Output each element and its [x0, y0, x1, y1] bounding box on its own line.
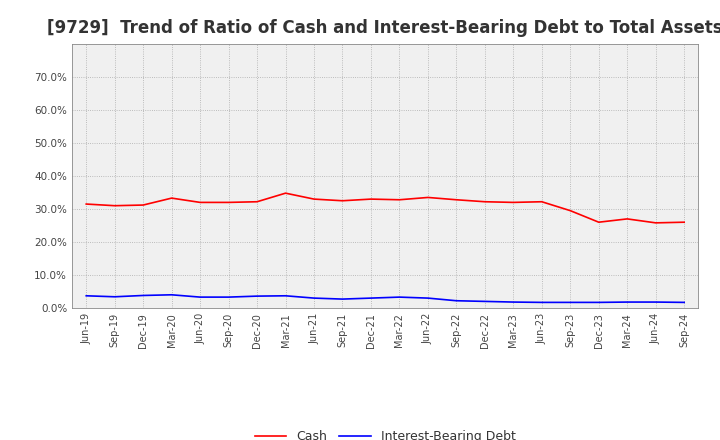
Interest-Bearing Debt [537, 300, 546, 305]
Cash [680, 220, 688, 225]
Legend: Cash, Interest-Bearing Debt: Cash, Interest-Bearing Debt [250, 425, 521, 440]
Cash [595, 220, 603, 225]
Interest-Bearing Debt [225, 294, 233, 300]
Title: [9729]  Trend of Ratio of Cash and Interest-Bearing Debt to Total Assets: [9729] Trend of Ratio of Cash and Intere… [48, 19, 720, 37]
Interest-Bearing Debt [139, 293, 148, 298]
Cash [282, 191, 290, 196]
Cash [167, 195, 176, 201]
Line: Interest-Bearing Debt: Interest-Bearing Debt [86, 295, 684, 302]
Cash [395, 197, 404, 202]
Cash [253, 199, 261, 204]
Interest-Bearing Debt [652, 299, 660, 304]
Cash [139, 202, 148, 208]
Cash [310, 196, 318, 202]
Cash [652, 220, 660, 225]
Interest-Bearing Debt [566, 300, 575, 305]
Interest-Bearing Debt [595, 300, 603, 305]
Cash [423, 195, 432, 200]
Cash [623, 216, 631, 221]
Interest-Bearing Debt [110, 294, 119, 300]
Interest-Bearing Debt [452, 298, 461, 304]
Cash [196, 200, 204, 205]
Interest-Bearing Debt [253, 293, 261, 299]
Cash [566, 208, 575, 213]
Interest-Bearing Debt [480, 299, 489, 304]
Cash [338, 198, 347, 203]
Interest-Bearing Debt [282, 293, 290, 298]
Cash [452, 197, 461, 202]
Interest-Bearing Debt [423, 296, 432, 301]
Cash [110, 203, 119, 209]
Interest-Bearing Debt [196, 294, 204, 300]
Interest-Bearing Debt [395, 294, 404, 300]
Interest-Bearing Debt [82, 293, 91, 298]
Cash [82, 202, 91, 207]
Interest-Bearing Debt [680, 300, 688, 305]
Cash [366, 196, 375, 202]
Interest-Bearing Debt [509, 299, 518, 304]
Interest-Bearing Debt [167, 292, 176, 297]
Interest-Bearing Debt [366, 296, 375, 301]
Interest-Bearing Debt [623, 299, 631, 304]
Cash [509, 200, 518, 205]
Cash [480, 199, 489, 204]
Cash [537, 199, 546, 204]
Interest-Bearing Debt [338, 297, 347, 302]
Interest-Bearing Debt [310, 296, 318, 301]
Line: Cash: Cash [86, 193, 684, 223]
Cash [225, 200, 233, 205]
